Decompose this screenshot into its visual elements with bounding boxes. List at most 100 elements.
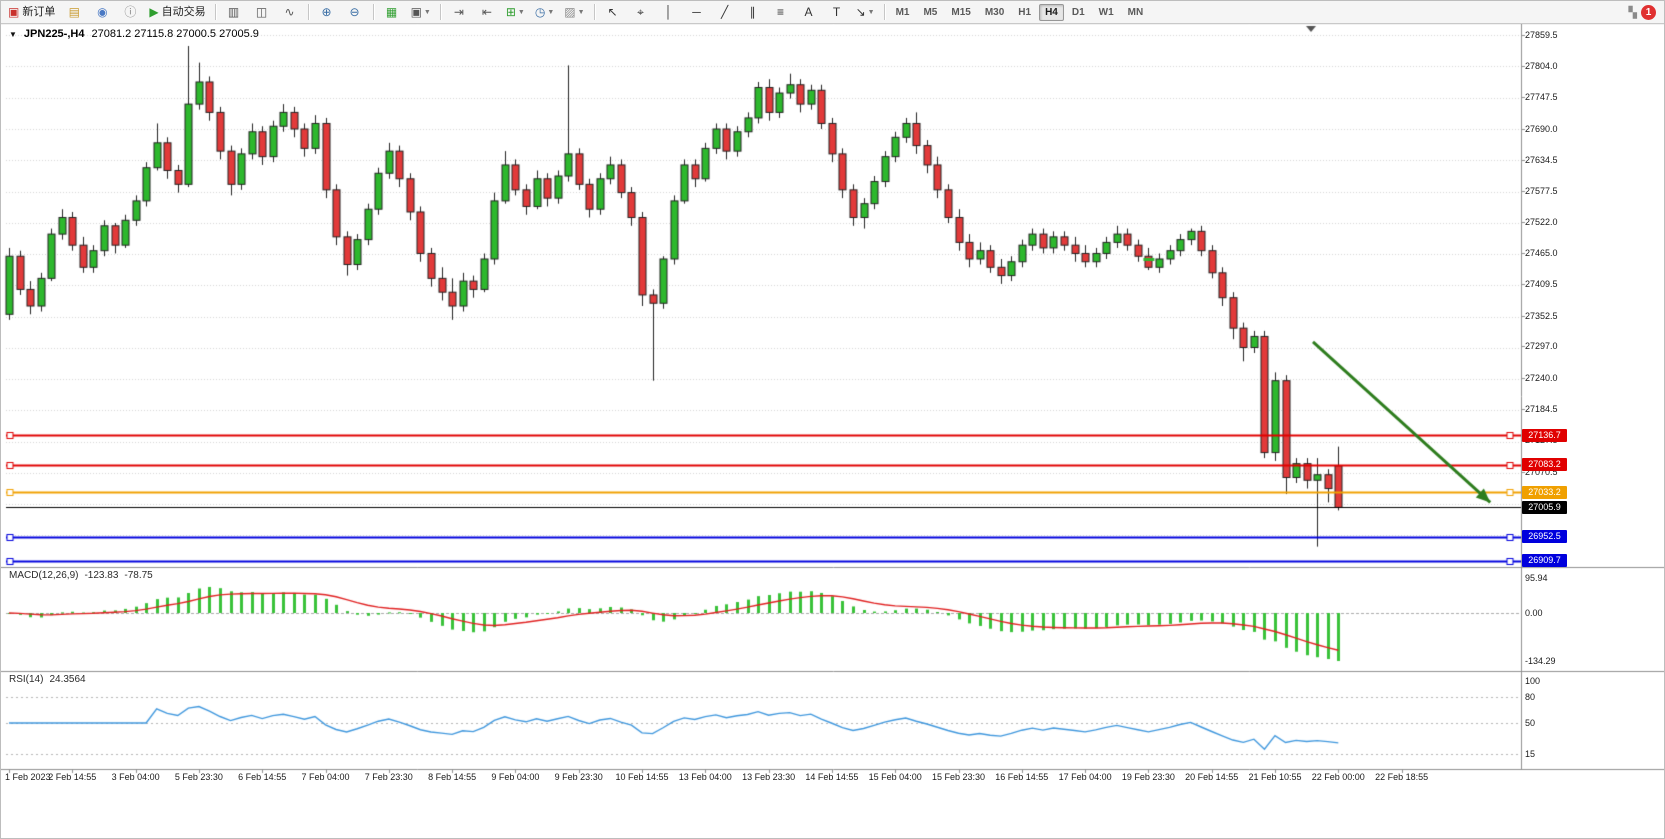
new-chart-icon[interactable]: ▣ ▼ [407, 2, 435, 23]
trendline-icon-glyph: ╱ [720, 5, 729, 19]
current-price-line-price-badge: 27005.9 [1522, 500, 1567, 514]
time-axis-label: 15 Feb 23:30 [931, 772, 986, 782]
time-axis-label: 8 Feb 14:55 [428, 772, 477, 782]
timeframe-M30[interactable]: M30 [984, 6, 1005, 18]
zoom-out-icon-glyph: ⊖ [349, 5, 360, 19]
tile-windows-icon[interactable]: ▦ [379, 2, 405, 23]
notification-badge[interactable]: 1 [1641, 4, 1656, 20]
timeframe-M1[interactable]: M1 [895, 6, 910, 18]
toolbar-separator [593, 4, 595, 20]
time-axis-label: 13 Feb 23:30 [742, 772, 796, 782]
macd-axis-label: 0.00 [1525, 608, 1543, 618]
time-axis-label: 9 Feb 23:30 [554, 772, 603, 782]
chart-ohlc-readout: 27081.2 27115.8 27000.5 27005.9 [91, 28, 259, 40]
timeframe-D1[interactable]: D1 [1071, 6, 1085, 18]
time-axis-label: 10 Feb 14:55 [615, 772, 669, 782]
bar-chart-type-icon[interactable]: ▥ [221, 2, 247, 23]
time-axis-label: 19 Feb 23:30 [1121, 772, 1175, 782]
crosshair-icon[interactable]: ⌖ [628, 2, 654, 23]
cursor-icon[interactable]: ↖ [600, 2, 626, 23]
crosshair-icon-glyph: ⌖ [637, 5, 644, 19]
macd-signal-value: -78.75 [124, 570, 153, 581]
time-axis-label: 9 Feb 04:00 [491, 772, 540, 782]
label-icon[interactable]: T [824, 2, 850, 23]
candlestick-chart-type-icon-glyph: ◫ [255, 5, 268, 19]
timeframe-H1[interactable]: H1 [1018, 6, 1032, 18]
trendline-icon[interactable]: ╱ [712, 2, 738, 23]
vertical-line-icon-glyph: │ [664, 5, 673, 19]
macd-value: -123.83 [84, 570, 119, 581]
new-order-button[interactable]: ▣ 新订单 [4, 2, 59, 23]
templates-icon-dropdown-caret[interactable]: ▼ [577, 8, 585, 16]
indicators-icon-dropdown-caret[interactable]: ▼ [517, 8, 525, 16]
autotrading-button-label: 自动交易 [161, 5, 206, 18]
bar-chart-type-icon-glyph: ▥ [227, 5, 240, 19]
toolbar-buttons: ▣ 新订单 ▤ ◉ ⓘ ▶ 自动交易 ▥ ◫ ∿ ⊕ ⊖ ▦ ▣ ▼ ⇥ ⇤ ⊞ ▼ ◷ ▼ ▨ ▼ ↖ ⌖ │ ─ ╱ ∥ ≡ A T ↘ ▼ M… [3, 2, 1629, 23]
resistance-line-1-price-badge: 27136.7 [1522, 428, 1567, 442]
rsi-axis-label: 15 [1525, 748, 1536, 759]
indicators-icon-glyph: ⊞ [505, 5, 516, 19]
text-icon[interactable]: A [796, 2, 822, 23]
price-axis-label: 27634.5 [1525, 154, 1558, 165]
templates-icon-glyph: ▨ [564, 5, 576, 19]
shapes-icon-glyph: ↘ [855, 5, 866, 19]
candlestick-chart-type-icon[interactable]: ◫ [249, 2, 275, 23]
periods-icon[interactable]: ◷ ▼ [531, 2, 558, 23]
auto-scroll-icon[interactable]: ⇥ [446, 2, 472, 23]
quick-trade-triangle-icon[interactable]: ▼ [9, 29, 17, 39]
time-axis-label: 22 Feb 00:00 [1311, 772, 1365, 782]
indicators-icon[interactable]: ⊞ ▼ [502, 2, 529, 23]
new-chart-icon-dropdown-caret[interactable]: ▼ [423, 8, 431, 16]
rsi-title: RSI(14) [9, 674, 44, 685]
price-axis-label: 27859.5 [1525, 30, 1558, 41]
horizontal-line-icon[interactable]: ─ [684, 2, 710, 23]
data-window-icon-glyph: ⓘ [124, 5, 137, 19]
macd-title: MACD(12,26,9) [9, 570, 79, 581]
price-axis-label: 27577.5 [1525, 186, 1558, 197]
templates-icon[interactable]: ▨ ▼ [560, 2, 588, 23]
macd-label: MACD(12,26,9) -123.83 -78.75 [9, 570, 153, 581]
data-window-icon[interactable]: ⓘ [117, 2, 143, 23]
price-axis-label: 27804.0 [1525, 60, 1558, 71]
chart-shift-icon[interactable]: ⇤ [474, 2, 500, 23]
timeframe-MN[interactable]: MN [1127, 6, 1144, 18]
price-axis-label: 27352.5 [1525, 310, 1558, 321]
timeframe-M5[interactable]: M5 [923, 6, 938, 18]
zoom-in-icon[interactable]: ⊕ [314, 2, 340, 23]
shapes-icon-dropdown-caret[interactable]: ▼ [867, 8, 875, 16]
support-line-2-price-badge: 26909.7 [1522, 554, 1567, 568]
channel-icon[interactable]: ∥ [740, 2, 766, 23]
cursor-icon-glyph: ↖ [607, 5, 618, 19]
autotrading-button[interactable]: ▶ 自动交易 [145, 2, 209, 23]
zoom-out-icon[interactable]: ⊖ [342, 2, 368, 23]
fibonacci-icon-glyph: ≡ [777, 5, 785, 19]
chart-profiles-icon[interactable]: ▤ [61, 2, 87, 23]
vertical-line-icon[interactable]: │ [656, 2, 682, 23]
market-watch-icon[interactable]: ◉ [89, 2, 115, 23]
price-axis-label: 27070.5 [1525, 466, 1558, 477]
time-axis-label: 20 Feb 14:55 [1185, 772, 1239, 782]
autotrading-button-glyph: ▶ [149, 5, 159, 19]
chart-title: ▼ JPN225-,H4 27081.2 27115.8 27000.5 270… [9, 28, 259, 40]
toolbar-separator [307, 4, 309, 20]
shapes-icon[interactable]: ↘ ▼ [852, 2, 879, 23]
timeframe-M15[interactable]: M15 [951, 6, 971, 18]
periods-icon-dropdown-caret[interactable]: ▼ [547, 8, 555, 16]
price-axis-label: 27297.0 [1525, 341, 1558, 352]
timeframe-W1[interactable]: W1 [1098, 6, 1114, 18]
fibonacci-icon[interactable]: ≡ [768, 2, 794, 23]
time-axis-label: 15 Feb 04:00 [868, 772, 922, 782]
mini-chart-icon[interactable]: ▚ [1628, 6, 1637, 19]
macd-axis-label: 95.94 [1525, 573, 1548, 584]
time-axis-label: 21 Feb 10:55 [1248, 772, 1302, 782]
timeframe-H4[interactable]: H4 [1039, 3, 1064, 21]
auto-scroll-icon-glyph: ⇥ [453, 5, 464, 19]
time-axis-label: 16 Feb 14:55 [995, 772, 1049, 782]
price-axis-label: 27522.0 [1525, 216, 1558, 227]
macd-axis-label: -134.29 [1525, 656, 1556, 667]
chart-symbol-period: JPN225-,H4 [23, 28, 85, 40]
time-axis-label: 6 Feb 14:55 [238, 772, 287, 782]
zoom-in-icon-glyph: ⊕ [321, 5, 332, 19]
line-chart-type-icon[interactable]: ∿ [277, 2, 303, 23]
